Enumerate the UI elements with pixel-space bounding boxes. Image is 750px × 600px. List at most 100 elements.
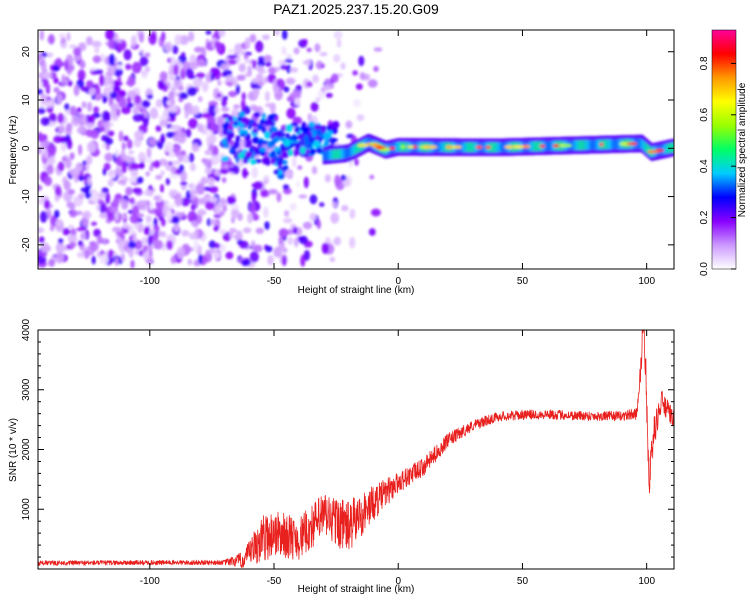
spectrogram-cell — [249, 147, 254, 154]
spectrogram-cell — [114, 257, 119, 266]
spectrogram-cell — [136, 176, 144, 184]
spectrogram-cell — [280, 64, 289, 70]
spectrogram-cell — [159, 79, 165, 91]
spectrogram-cell — [155, 99, 163, 108]
spectrogram-cell — [61, 156, 67, 162]
y-tick-label: 2000 — [21, 438, 32, 461]
spectrogram-cell — [48, 259, 56, 267]
spectrogram-cell — [125, 186, 133, 196]
spectrogram-cell — [203, 193, 211, 200]
spectrogram-cell — [369, 174, 375, 180]
spectrogram-cell — [48, 113, 57, 122]
spectrogram-cell — [174, 34, 182, 46]
spectrogram-cell — [298, 194, 308, 199]
spectrogram-cell — [63, 180, 71, 191]
spectrogram-cell — [64, 76, 70, 82]
spectrogram-cell — [134, 249, 140, 256]
spectrogram-cell — [164, 141, 174, 153]
spectrogram-cell — [93, 106, 100, 114]
spectrogram-cell — [142, 117, 149, 128]
spectrogram-cell — [297, 165, 303, 170]
spectrogram-cell — [212, 251, 221, 260]
spectrogram-cell — [134, 130, 144, 140]
spectrogram-cell — [62, 227, 71, 236]
spectrogram-cell — [373, 66, 379, 72]
spectrogram-cell — [220, 63, 230, 71]
x-tick-label: 100 — [638, 276, 655, 287]
spectrogram-cell — [273, 169, 279, 175]
spectrogram-cell — [222, 137, 227, 145]
spectrogram-cell — [292, 226, 298, 235]
spectrogram-cell — [76, 107, 82, 113]
spectrogram-cell — [188, 31, 195, 42]
spectrogram-cell — [368, 228, 376, 236]
spectrogram-cell — [275, 30, 280, 36]
spectrogram-cell — [259, 118, 266, 125]
spectrogram-cell — [154, 160, 161, 168]
spectrogram-cell — [256, 65, 264, 72]
x-tick-label: -100 — [140, 276, 160, 287]
spectrogram-cell — [117, 89, 126, 97]
y-tick-label: -10 — [21, 189, 32, 204]
spectrogram-cell — [155, 174, 163, 180]
spectrogram-cell — [149, 201, 154, 211]
spectrogram-cell — [263, 206, 269, 219]
spectrogram-cell — [231, 108, 240, 118]
spectrogram-cell — [180, 197, 190, 207]
spectrogram-cell — [243, 59, 251, 64]
spectrogram-cell — [81, 101, 87, 109]
spectrogram-cell — [287, 236, 294, 245]
spectrogram-cell — [187, 258, 193, 266]
spectrogram-cell — [332, 201, 338, 208]
spectrogram-cell — [69, 209, 78, 218]
spectrogram-cell — [262, 34, 269, 41]
spectrogram-cell — [285, 77, 296, 85]
spectrogram-cell — [264, 119, 272, 127]
y-tick-label: 20 — [21, 46, 32, 58]
spectrogram-cell — [309, 148, 316, 155]
spectrogram-cell — [281, 151, 290, 159]
spectrogram-cell — [214, 30, 220, 38]
snr-x-label: Height of straight line (km) — [298, 584, 415, 595]
spectrogram-cell — [252, 128, 258, 134]
spectrogram-cell — [197, 209, 207, 216]
spectrogram-cell — [170, 56, 176, 65]
spectrogram-cell — [204, 149, 213, 156]
spectrogram-cell — [265, 159, 271, 166]
spectrogram-cell — [268, 188, 278, 195]
spectrogram-cell — [160, 217, 166, 227]
spectrogram-cell — [322, 84, 332, 91]
spectrogram-cell — [109, 122, 114, 127]
spectrogram-cell — [263, 54, 272, 63]
spectrogram-cell — [400, 145, 406, 149]
spectrogram-cell — [215, 41, 221, 53]
spectrogram-cell — [216, 206, 221, 215]
spectrogram-cell — [108, 249, 114, 258]
spectrogram-cell — [143, 189, 154, 197]
spectrogram-cell — [209, 122, 218, 133]
spectrogram-cell — [127, 75, 135, 87]
spectrogram-cell — [66, 138, 73, 150]
spectrogram-cell — [156, 202, 163, 213]
spectrogram-cell — [329, 256, 336, 263]
spectrogram-cell — [76, 126, 87, 135]
spectrogram-cell — [196, 59, 207, 67]
spectrogram-cell — [332, 120, 340, 129]
spectrogram-cell — [238, 63, 246, 73]
spectrogram-cell — [86, 141, 97, 153]
spectrogram-cell — [99, 212, 109, 219]
spectrogram-cell — [539, 144, 546, 148]
spectrogram-cell — [297, 133, 303, 140]
spectrogram-cell — [227, 54, 237, 59]
spectrogram-cell — [73, 47, 82, 57]
spectrogram-cell — [206, 218, 212, 227]
spectrogram-cell — [270, 127, 278, 132]
spectrogram-cell — [265, 61, 272, 67]
spectrogram-cell — [128, 176, 139, 184]
spectrogram-cell — [172, 45, 179, 55]
spectrogram-cell — [647, 150, 660, 154]
spectrogram-cell — [227, 59, 238, 65]
spectrogram-cell — [193, 261, 199, 266]
spectrogram-cell — [53, 87, 60, 93]
spectrogram-cell — [168, 75, 177, 81]
